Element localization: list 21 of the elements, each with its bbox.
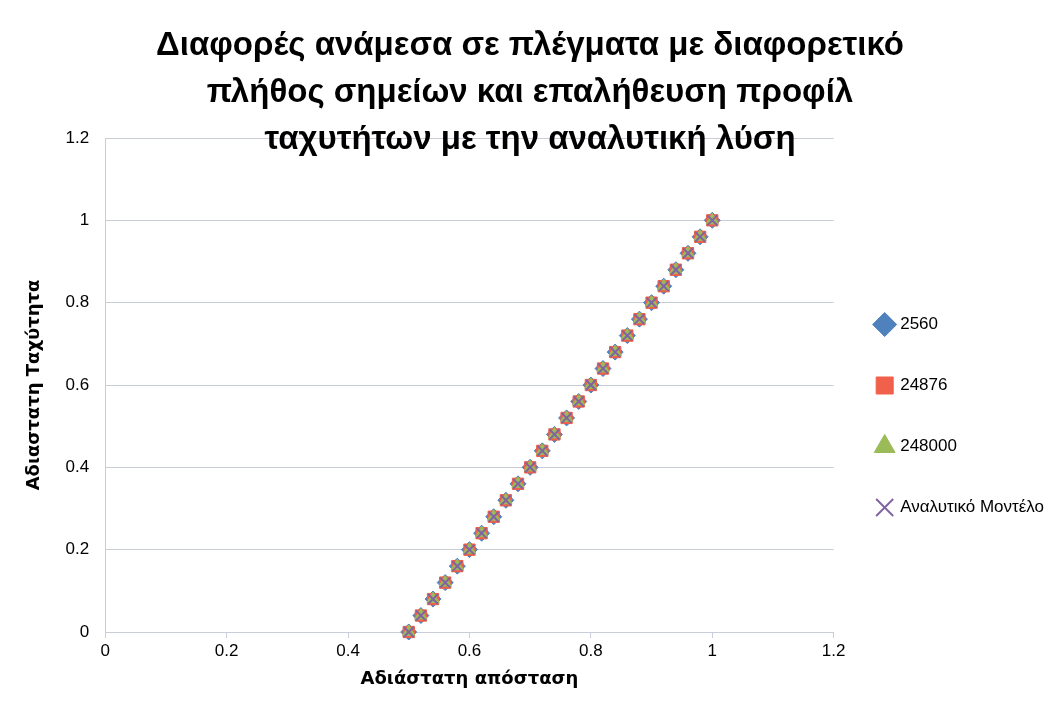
legend-label: 2560 <box>900 314 939 334</box>
chart-title: Διαφορές ανάμεσα σε πλέγματα με διαφορετικό πλήθος σημείων και επαλήθευση προφίλ ταχυτήτων με την αναλυτική λύση <box>155 24 905 158</box>
y-tick-label: 0.8 <box>65 292 90 312</box>
y-tick-label: 1.2 <box>65 127 90 147</box>
x-tick-label: 0.8 <box>579 640 603 660</box>
y-axis-title: Αδιαστατη Ταχύτητα <box>22 279 44 491</box>
legend-label: Αναλυτικό Μοντέλο <box>900 497 1045 517</box>
y-tick-label: 0.4 <box>65 457 90 477</box>
legend-label: 24876 <box>900 375 948 395</box>
y-tick-label: 0.6 <box>65 374 90 394</box>
x-tick-label: 1.2 <box>821 640 846 660</box>
x-tick-label: 0 <box>100 640 110 660</box>
y-tick-label: 0 <box>79 621 90 641</box>
x-tick-label: 0.6 <box>457 640 482 660</box>
x-tick-label: 0.4 <box>336 640 360 660</box>
y-tick-label: 0.2 <box>65 539 90 559</box>
x-axis-title: Αδιάστατη απόσταση <box>360 666 579 688</box>
legend-label: 248000 <box>900 436 957 456</box>
y-tick-label: 1 <box>79 210 90 230</box>
x-tick-label: 1 <box>707 640 718 660</box>
x-tick-label: 0.2 <box>214 640 239 660</box>
